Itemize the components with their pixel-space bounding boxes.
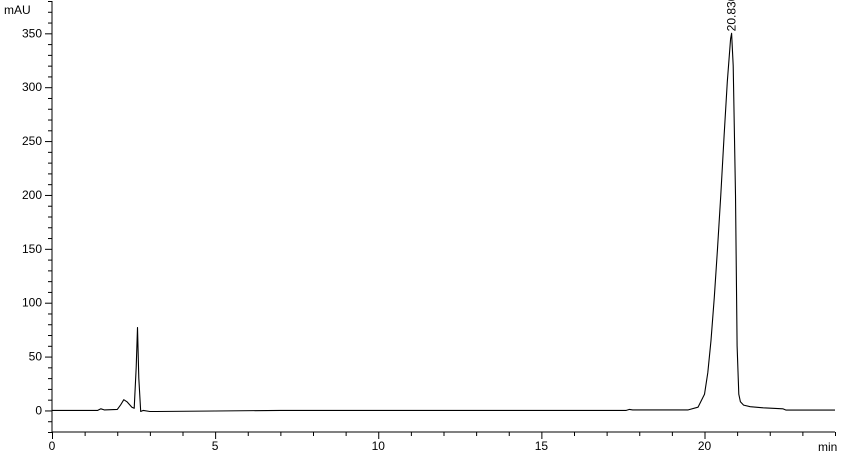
y-tick-label: 200 <box>22 188 42 202</box>
x-tick-label: 20 <box>698 439 712 453</box>
x-tick-label: 10 <box>372 439 386 453</box>
y-tick-label: 150 <box>22 242 42 256</box>
x-tick-label: 0 <box>49 439 56 453</box>
x-tick-label: 15 <box>535 439 549 453</box>
y-tick-label: 300 <box>22 80 42 94</box>
y-tick-label: 350 <box>22 26 42 40</box>
y-tick-label: 0 <box>35 403 42 417</box>
y-axis-label: mAU <box>4 3 31 17</box>
chromatogram-trace <box>52 32 835 413</box>
y-tick-label: 100 <box>22 296 42 310</box>
y-tick-label: 250 <box>22 134 42 148</box>
peak-label: 20.830 <box>725 0 739 31</box>
x-axis-label: min <box>818 440 837 454</box>
x-tick-label: 5 <box>212 439 219 453</box>
y-tick-label: 50 <box>29 350 43 364</box>
